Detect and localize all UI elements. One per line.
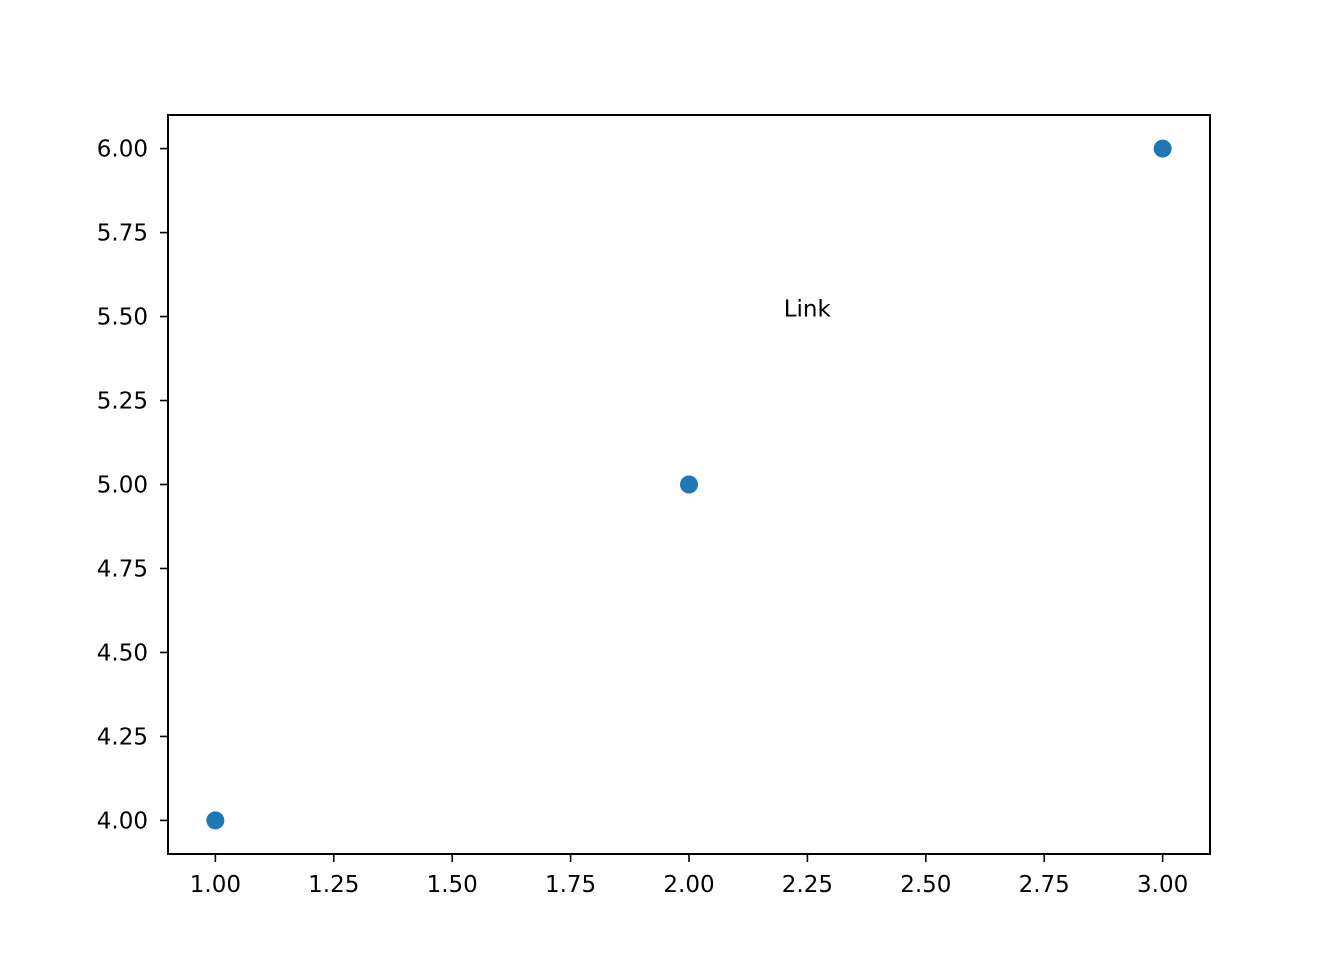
- plot-area: 1.00 1.25 1.50 1.75 2.00 2.25 2.50 2.75 3.00 4.00…: [97, 137, 1188, 898]
- annotation-text: Link: [784, 297, 832, 323]
- x-tick-label: 1.50: [427, 872, 478, 898]
- x-tick-label: 1.25: [308, 872, 359, 898]
- y-tick-label: 4.50: [97, 640, 148, 666]
- y-tick-label: 5.75: [97, 221, 148, 247]
- scatter-point: [206, 811, 225, 830]
- y-tick-label: 5.25: [97, 389, 148, 415]
- y-tick-label: 5.50: [97, 305, 148, 331]
- y-tick-label: 6.00: [97, 137, 148, 163]
- x-tick-label: 1.75: [545, 872, 596, 898]
- scatter-point: [1153, 139, 1172, 158]
- x-tick-label: 2.25: [782, 872, 833, 898]
- y-tick-label: 4.75: [97, 556, 148, 582]
- x-tick-label: 2.00: [663, 872, 714, 898]
- x-tick-label: 3.00: [1137, 872, 1188, 898]
- y-tick-label: 4.00: [97, 808, 148, 834]
- y-tick-label: 5.00: [97, 473, 148, 499]
- y-tick-label: 4.25: [97, 724, 148, 750]
- x-tick-label: 2.50: [900, 872, 951, 898]
- scatter-point: [680, 475, 698, 494]
- x-tick-label: 2.75: [1019, 872, 1070, 898]
- axes-frame: [167, 114, 1211, 855]
- x-tick-label: 1.00: [190, 872, 241, 898]
